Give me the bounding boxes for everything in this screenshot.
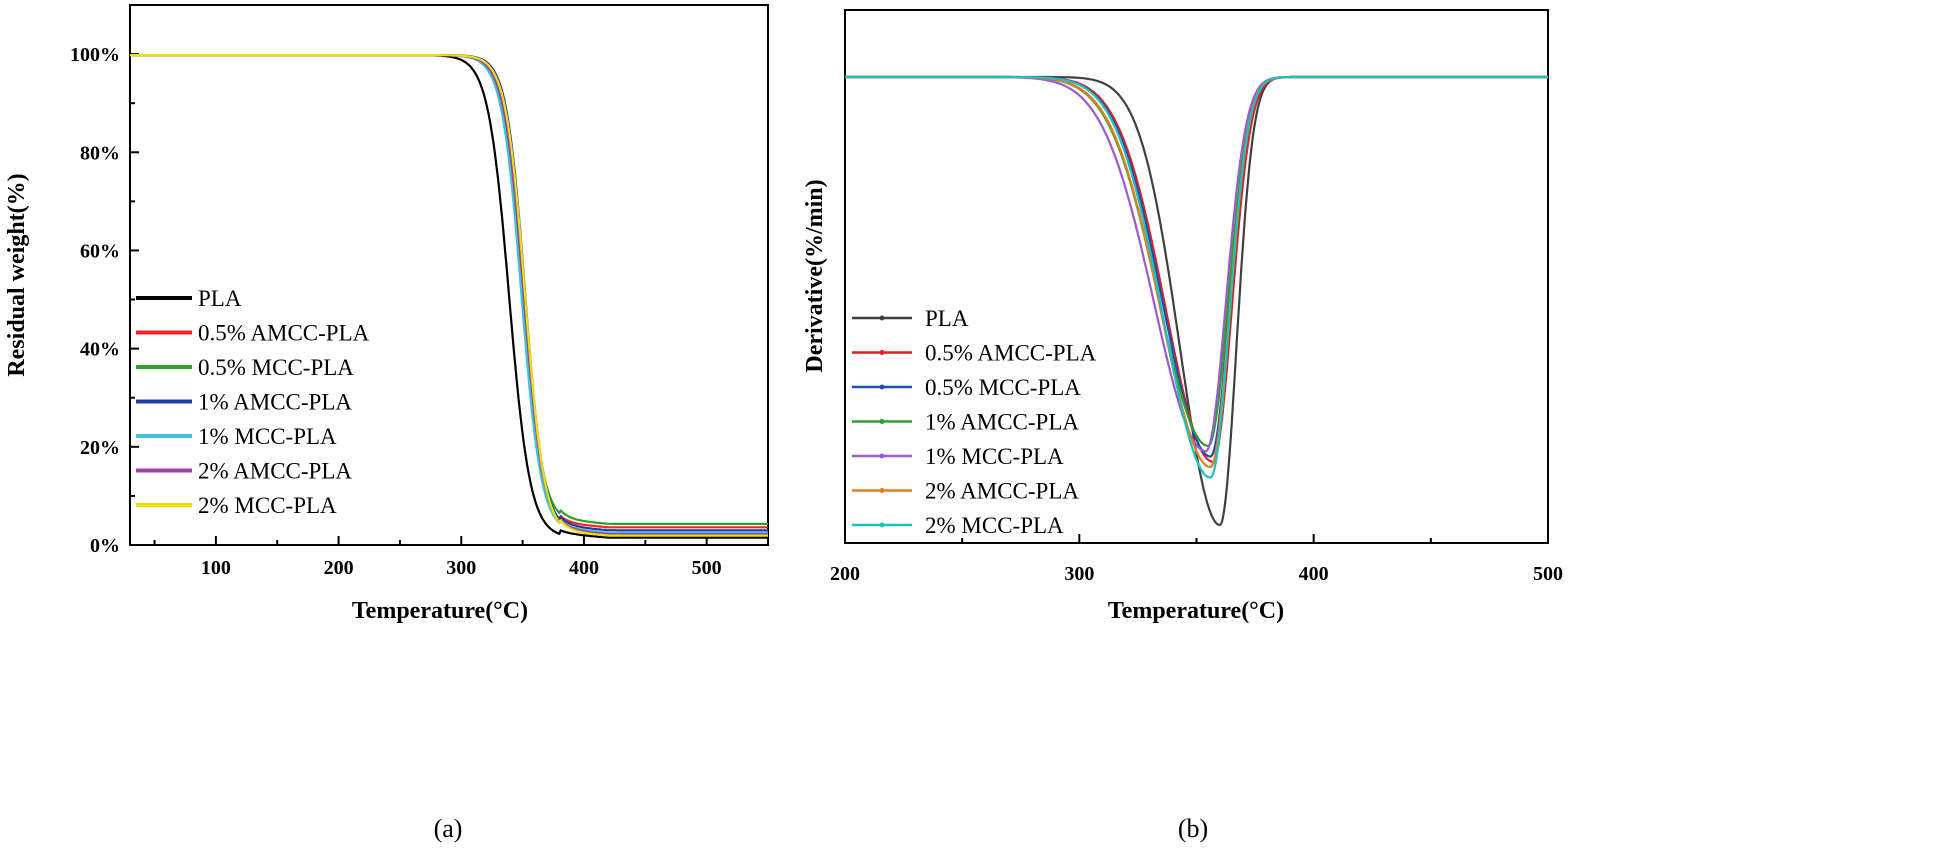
- panel-b-series-line: [845, 75, 1548, 469]
- panel-b-legend-label: 2% AMCC-PLA: [925, 479, 1079, 504]
- chart-panel-b: 200 300 400 500 Temperature(°C) Derivative(…: [802, 9, 1563, 624]
- panel-b-x-tick-label: 400: [1299, 563, 1329, 585]
- panel-b-legend-label: 1% MCC-PLA: [925, 444, 1064, 469]
- panel-b-legend-label: 0.5% AMCC-PLA: [925, 341, 1097, 366]
- panel-b-series-group: [845, 75, 1548, 527]
- panel-a-legend-label: 1% AMCC-PLA: [198, 390, 352, 415]
- panel-a-y-tick-label: 0%: [90, 535, 120, 557]
- panel-b-legend-marker: [879, 384, 885, 390]
- panel-a-legend-label: 1% MCC-PLA: [198, 424, 337, 449]
- panel-b-x-axis-title: Temperature(°C): [1108, 598, 1284, 624]
- caption-b: (b): [1178, 814, 1208, 843]
- panel-b-x-tick-label: 300: [1064, 563, 1094, 585]
- panel-a-series-line: [130, 53, 768, 537]
- panel-b-x-tick-label: 200: [830, 563, 860, 585]
- panel-a-plot-frame: [129, 4, 769, 546]
- panel-b-series-line: [845, 75, 1548, 479]
- panel-a-x-tick-label: 400: [569, 557, 599, 579]
- caption-a: (a): [434, 814, 463, 843]
- panel-b-legend-marker: [879, 350, 885, 355]
- panel-a-y-tick-label: 80%: [80, 142, 120, 164]
- panel-a-y-tick-label: 20%: [80, 437, 120, 459]
- panel-b-legend-marker: [879, 488, 885, 493]
- panel-b-ticks: 200 300 400 500: [830, 534, 1563, 585]
- panel-b-legend-marker: [879, 315, 885, 321]
- panel-a-ticks: 100 200 300 400 500 0% 20% 40% 60% 80% 100%: [70, 4, 769, 579]
- panel-a-series-group: [130, 53, 768, 539]
- panel-a-y-tick-label: 100%: [70, 44, 120, 66]
- panel-b-y-axis-title: Derivative(%/min): [802, 179, 828, 372]
- panel-a-y-tick-label: 60%: [80, 240, 120, 262]
- chart-panel-a: 100 200 300 400 500 0% 20% 40% 60% 80% 100% Temper…: [4, 4, 769, 624]
- panel-b-legend-label: PLA: [925, 306, 969, 331]
- panel-a-y-axis-title: Residual weight(%): [4, 173, 30, 376]
- panel-a-legend-label: 2% AMCC-PLA: [198, 459, 352, 484]
- panel-b-legend-marker: [879, 419, 885, 424]
- panel-b-legend-marker: [879, 453, 885, 459]
- panel-a-x-tick-label: 200: [324, 557, 354, 579]
- panel-a-legend: PLA 0.5% AMCC-PLA 0.5% MCC-PLA 1% AMCC-PLA 1…: [136, 286, 370, 518]
- panel-a-x-tick-label: 500: [692, 557, 722, 579]
- panel-a-legend-label: 0.5% MCC-PLA: [198, 355, 354, 380]
- panel-a-y-tick-label: 40%: [80, 339, 120, 361]
- panel-a-x-axis-title: Temperature(°C): [352, 598, 528, 624]
- panel-b-legend: PLA 0.5% AMCC-PLA 0.5% MCC-PLA 1% AMCC-PLA 1…: [852, 306, 1097, 538]
- panel-a-legend-label: 0.5% AMCC-PLA: [198, 321, 370, 346]
- panel-b-legend-label: 0.5% MCC-PLA: [925, 375, 1081, 400]
- panel-a-legend-label: 2% MCC-PLA: [198, 493, 337, 518]
- panel-b-series-line: [845, 75, 1548, 463]
- panel-b-legend-marker: [879, 522, 885, 528]
- panel-b-x-tick-label: 500: [1533, 563, 1563, 585]
- panel-b-legend-label: 2% MCC-PLA: [925, 513, 1064, 538]
- panel-a-x-tick-label: 100: [201, 557, 231, 579]
- panel-a-legend-label: PLA: [198, 286, 242, 311]
- panel-a-x-tick-label: 300: [446, 557, 476, 579]
- panel-b-legend-label: 1% AMCC-PLA: [925, 410, 1079, 435]
